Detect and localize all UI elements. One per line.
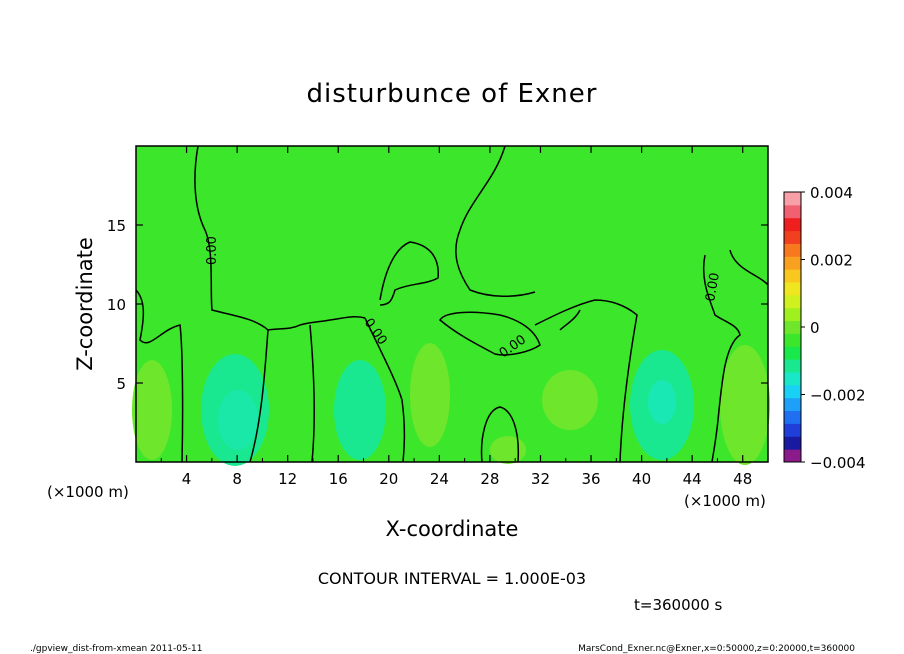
chart-title: disturbunce of Exner <box>307 79 598 109</box>
x-unit-left: (×1000 m) <box>47 483 129 501</box>
zero-contours <box>135 145 769 463</box>
colorbar-block <box>784 436 801 450</box>
colorbar-block <box>784 372 801 386</box>
colorbar-block <box>784 230 801 244</box>
colorbar-block <box>784 397 801 412</box>
colorbar-block <box>784 243 801 257</box>
colorbar-block <box>784 269 801 283</box>
colorbar-block <box>784 346 801 360</box>
negative-patches <box>201 350 694 466</box>
y-tick-label: 10 <box>107 296 126 314</box>
x-axis: 4 8 12 16 20 24 28 32 36 40 44 48 (×1000 m) (×1000 … <box>47 146 766 541</box>
colorbar-block <box>784 320 801 334</box>
colorbar-tick-label: −0.002 <box>810 387 866 405</box>
colorbar-ticks: 0.004 0.002 0 −0.002 −0.004 <box>801 184 866 472</box>
y-axis-label: Z-coordinate <box>73 237 97 371</box>
plot-area: 0.00 0.00 0.00 0.00 <box>132 145 770 466</box>
x-axis-label: X-coordinate <box>386 517 519 541</box>
x-tick-label: 40 <box>632 470 651 488</box>
colorbar-block <box>784 204 801 219</box>
colorbar-tick-label: 0 <box>810 319 820 337</box>
colorbar-block <box>784 359 801 373</box>
contour-label: 0.00 <box>703 272 723 303</box>
x-tick-label: 16 <box>329 470 348 488</box>
colorbar-blocks <box>784 192 801 463</box>
x-tick-label: 32 <box>531 470 550 488</box>
contour-label: 0.00 <box>205 236 220 265</box>
colorbar-block <box>784 423 801 437</box>
x-tick-label: 48 <box>733 470 752 488</box>
footer-right: MarsCond_Exner.nc@Exner,x=0:50000,z=0:20… <box>578 644 855 654</box>
positive-patches <box>132 343 770 465</box>
colorbar-block <box>784 217 801 232</box>
x-unit-right: (×1000 m) <box>684 492 766 510</box>
time-text: t=360000 s <box>634 596 722 614</box>
x-tick-label: 24 <box>430 470 449 488</box>
colorbar-tick-label: 0.004 <box>810 184 853 202</box>
y-tick-label: 15 <box>107 217 126 235</box>
x-tick-label: 8 <box>232 470 242 488</box>
x-tick-label: 12 <box>278 470 297 488</box>
colorbar-block <box>784 410 801 424</box>
colorbar-tick-label: −0.004 <box>810 454 866 472</box>
colorbar-block <box>784 449 801 463</box>
colorbar-block <box>784 282 801 296</box>
colorbar-tick-label: 0.002 <box>810 252 853 270</box>
x-tick-label: 20 <box>379 470 398 488</box>
colorbar-block <box>784 384 801 399</box>
colorbar: 0.004 0.002 0 −0.002 −0.004 <box>783 184 866 472</box>
y-ticks: 5 10 15 <box>107 217 768 393</box>
x-tick-label: 4 <box>182 470 192 488</box>
colorbar-block <box>784 256 801 270</box>
footer-left: ./gpview_dist-from-xmean 2011-05-11 <box>30 644 202 654</box>
colorbar-block <box>784 307 801 322</box>
x-tick-label: 44 <box>683 470 702 488</box>
colorbar-block <box>784 333 801 347</box>
colorbar-block <box>784 294 801 309</box>
x-ticks: 4 8 12 16 20 24 28 32 36 40 44 48 <box>160 146 752 488</box>
contour-interval-text: CONTOUR INTERVAL = 1.000E-03 <box>318 569 586 588</box>
y-tick-label: 5 <box>116 375 126 393</box>
x-tick-label: 36 <box>581 470 600 488</box>
y-axis: 5 10 15 Z-coordinate <box>73 217 768 393</box>
x-tick-label: 28 <box>480 470 499 488</box>
colorbar-block <box>784 192 801 206</box>
